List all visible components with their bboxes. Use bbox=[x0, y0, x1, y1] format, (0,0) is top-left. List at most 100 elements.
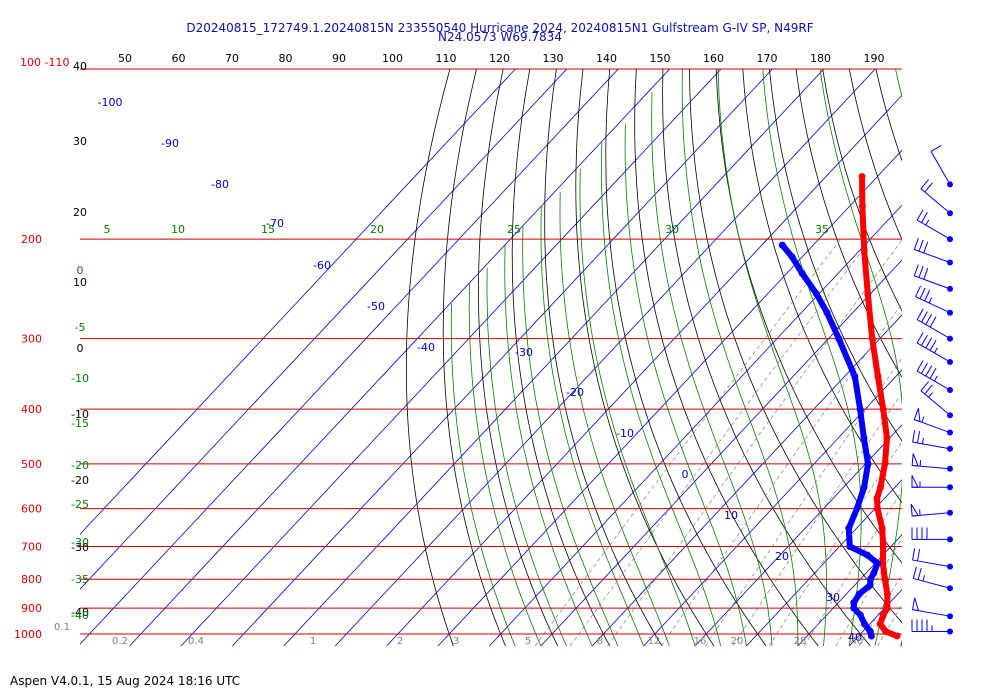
temperature-profile-point bbox=[879, 405, 887, 413]
top-axis-label: 80 bbox=[279, 52, 293, 65]
isotherm-label: -60 bbox=[313, 259, 331, 272]
mixing-ratio-label: 5 bbox=[525, 636, 531, 647]
left-temp-label: -30 bbox=[71, 541, 89, 554]
temperature-profile-point bbox=[868, 335, 876, 343]
left-temp-label: -10 bbox=[71, 408, 89, 421]
dewpoint-profile-point bbox=[861, 620, 869, 628]
moist-adiabat-label-left: -40 bbox=[71, 609, 89, 622]
wind-barb-feather bbox=[912, 566, 917, 579]
mixing-ratio-line bbox=[937, 239, 1000, 646]
dewpoint-profile-point bbox=[856, 611, 864, 619]
wind-barb bbox=[913, 264, 953, 292]
temperature-profile-point bbox=[883, 434, 891, 442]
dewpoint-profile-point bbox=[798, 269, 806, 277]
wind-barb-feather bbox=[917, 549, 921, 562]
mixing-ratio-label: 0.2 bbox=[112, 636, 128, 647]
wind-barb bbox=[913, 238, 953, 266]
isotherm-line bbox=[952, 43, 1000, 646]
wind-barb-half-feather bbox=[919, 460, 922, 467]
moist-adiabat-line bbox=[522, 226, 619, 647]
pressure-label-top: 100 -110 bbox=[20, 56, 69, 69]
mixing-ratio-line bbox=[858, 573, 902, 647]
wind-barb-half-feather bbox=[933, 375, 938, 382]
wind-barb-staff bbox=[912, 441, 951, 450]
pressure-label: 1000 bbox=[14, 628, 42, 641]
moist-adiabat-label-left: 0 bbox=[77, 264, 84, 277]
top-axis-label: 150 bbox=[650, 52, 671, 65]
dewpoint-profile-point bbox=[788, 253, 796, 261]
dewpoint-profile-point bbox=[835, 335, 843, 343]
isotherm-line bbox=[591, 314, 902, 647]
wind-barb-half-feather bbox=[921, 416, 925, 423]
isotherm-label: -100 bbox=[98, 96, 123, 109]
wind-barb-feather bbox=[929, 316, 937, 328]
wind-barb bbox=[912, 566, 953, 592]
mixing-ratio-line bbox=[768, 441, 902, 647]
top-axis-label: 60 bbox=[172, 52, 186, 65]
temperature-profile-point bbox=[860, 247, 868, 255]
mixing-ratio-label: 12 bbox=[648, 636, 661, 647]
chart-grid bbox=[80, 43, 1000, 647]
wind-barb-half-feather bbox=[922, 575, 925, 582]
wind-barb-feather bbox=[915, 285, 922, 297]
isotherm-line bbox=[334, 69, 876, 647]
moist-adiabat-label: 25 bbox=[507, 223, 521, 236]
isotherm-line bbox=[746, 479, 902, 647]
dry-adiabat-line bbox=[405, 69, 454, 647]
mixing-ratio-line bbox=[534, 238, 841, 647]
wind-barb-feather bbox=[917, 568, 922, 580]
pressure-label: 700 bbox=[21, 540, 42, 553]
mixing-ratio-label: 3 bbox=[453, 636, 459, 647]
wind-barb bbox=[911, 597, 953, 620]
isotherm-label: -70 bbox=[266, 217, 284, 230]
dry-adiabat-line bbox=[544, 69, 663, 647]
wind-barb-flag bbox=[911, 475, 919, 488]
isotherm-line bbox=[900, 643, 902, 647]
moist-adiabat-line bbox=[579, 168, 696, 647]
isotherm-label: 10 bbox=[724, 509, 738, 522]
mixing-ratio-line bbox=[569, 238, 871, 647]
wind-barb-flag bbox=[911, 453, 919, 467]
isotherm-label: 40 bbox=[848, 631, 862, 644]
moist-adiabat-line bbox=[895, 69, 902, 647]
wind-barb-feather bbox=[918, 239, 924, 252]
moist-adiabat-label-left: -5 bbox=[75, 321, 86, 334]
isotherm-label: -30 bbox=[515, 346, 533, 359]
temperature-profile-point bbox=[883, 604, 891, 612]
isotherm-line bbox=[129, 69, 671, 647]
wind-barb-feather bbox=[930, 144, 942, 152]
pressure-label: 900 bbox=[21, 602, 42, 615]
wind-barb-half-feather bbox=[919, 509, 921, 516]
wind-barb-half-feather bbox=[928, 392, 933, 398]
wind-barb-feather bbox=[925, 313, 933, 325]
wind-barb bbox=[920, 381, 953, 419]
pressure-label: 400 bbox=[21, 403, 42, 416]
mixing-ratio-line bbox=[732, 392, 902, 647]
wind-barb bbox=[916, 360, 953, 394]
isotherm-line bbox=[489, 204, 902, 647]
dewpoint-profile-point bbox=[867, 575, 874, 583]
dewpoint-profile-point bbox=[851, 372, 859, 380]
dry-adiabat-line bbox=[689, 69, 902, 624]
isotherm-line bbox=[643, 369, 902, 647]
top-axis-label: 90 bbox=[332, 52, 346, 65]
wind-barb-staff bbox=[916, 219, 951, 240]
wind-barb bbox=[916, 332, 953, 365]
temperature-profile-point bbox=[879, 559, 887, 567]
mixing-ratio-label: 8 bbox=[597, 636, 603, 647]
moist-adiabat-label: 35 bbox=[815, 223, 829, 236]
moist-adiabat-line bbox=[486, 267, 567, 647]
temperature-profile-point bbox=[864, 290, 872, 298]
top-axis-label: 130 bbox=[543, 52, 564, 65]
wind-barb-feather bbox=[924, 182, 933, 193]
chart-title-line-1: D20240815_172749.1.20240815N 233550540 H… bbox=[186, 21, 814, 35]
wind-barb-feather bbox=[920, 334, 928, 346]
dewpoint-profile-point bbox=[866, 628, 874, 635]
dry-adiabat-line bbox=[768, 69, 902, 442]
dewpoint-profile-point bbox=[860, 434, 868, 442]
temperature-profile-point bbox=[858, 173, 866, 180]
dewpoint-profile-point bbox=[778, 241, 786, 249]
mixing-ratio-line bbox=[705, 357, 902, 647]
